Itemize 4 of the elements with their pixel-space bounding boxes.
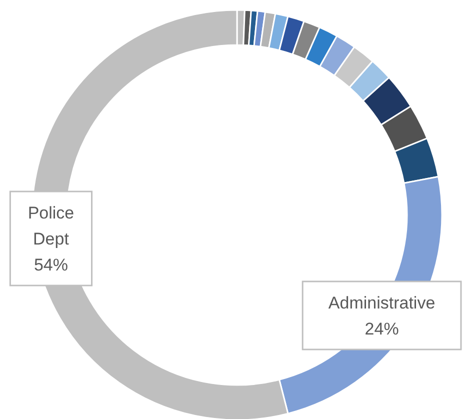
data-label: 24% bbox=[364, 319, 399, 338]
data-label: 54% bbox=[34, 256, 68, 274]
slice-label: Administrative bbox=[328, 293, 436, 312]
slice-label: Police Dept bbox=[28, 204, 74, 248]
